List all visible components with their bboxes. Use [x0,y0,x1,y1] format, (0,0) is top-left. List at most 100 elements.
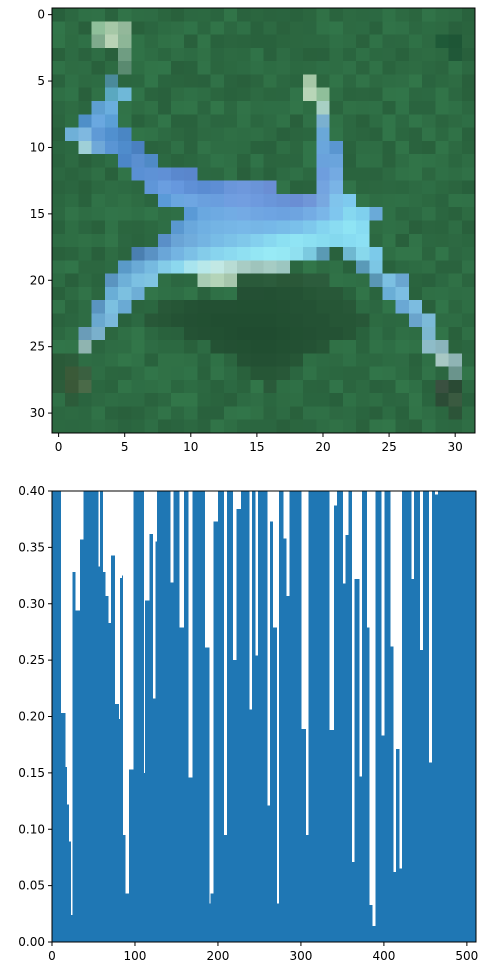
image-pixel [408,286,423,301]
bar [185,491,187,942]
bar [317,491,319,942]
image-pixel [157,393,172,407]
image-pixel [316,406,330,421]
bar [60,713,62,942]
image-pixel [342,21,357,35]
image-pixel [237,8,251,22]
image-pixel [118,21,132,35]
image-pixel [408,140,423,155]
image-pixel [197,47,212,62]
image-pixel [52,8,66,22]
x-tick-label: 100 [124,949,147,963]
image-pixel [448,167,463,182]
image-pixel [131,114,145,128]
image-pixel [78,34,93,49]
image-pixel [448,379,463,394]
image-pixel [184,154,198,168]
image-pixel [276,34,291,49]
bar [169,491,171,942]
bar [468,491,470,942]
bar [145,600,147,942]
image-pixel [356,247,370,261]
bar [135,491,137,942]
image-pixel [52,180,66,195]
bar [125,893,127,942]
image-pixel [395,353,410,367]
image-pixel [263,379,278,394]
image-pixel [461,127,476,142]
image-pixel [170,47,185,62]
bar [472,491,474,942]
image-pixel [184,34,198,49]
image-pixel [78,207,93,221]
bar [264,491,266,942]
image-pixel [65,419,79,434]
image-pixel [342,180,357,195]
bar [373,926,375,942]
image-pixel [250,406,264,421]
image-pixel [237,180,251,195]
bar [137,491,139,942]
image-pixel [210,207,225,221]
image-pixel [210,87,225,102]
bar [327,491,329,942]
bar [78,610,80,942]
bar [275,627,277,942]
image-pixel [435,393,449,407]
image-pixel [329,273,344,288]
image-pixel [303,406,317,421]
bar [450,491,452,942]
image-pixel [356,220,370,235]
image-pixel [461,180,476,195]
image-pixel [263,260,278,275]
bar [268,805,270,942]
image-pixel [104,100,119,115]
image-pixel [52,154,66,168]
image-pixel [250,140,264,155]
image-pixel [184,140,198,155]
bar [469,491,471,942]
image-pixel [91,260,106,275]
image-pixel [408,167,423,182]
image-pixel [369,207,383,221]
image-pixel [276,180,291,195]
bar [123,834,125,942]
image-pixel [329,353,344,367]
image-pixel [237,326,251,341]
image-pixel [329,419,344,434]
bar [371,904,373,942]
bar [453,491,455,942]
image-pixel [91,353,106,367]
bar [131,769,133,942]
bar [250,709,252,942]
image-pixel [197,87,212,102]
image-pixel [356,114,370,128]
bar [144,772,146,943]
bar [125,893,127,942]
image-pixel [223,379,238,394]
image-pixel [78,406,93,421]
image-pixel [118,273,132,288]
bar [311,491,313,942]
bar [106,595,108,942]
bar [217,491,219,942]
image-pixel [118,247,132,261]
image-pixel [170,21,185,35]
image-pixel [104,326,119,341]
image-pixel [144,100,159,115]
image-pixel [448,114,463,128]
bar [67,804,69,942]
image-pixel [65,366,79,381]
image-pixel [118,127,132,142]
bar [355,578,357,942]
image-pixel [356,127,370,142]
image-pixel [65,154,79,168]
image-pixel [276,8,291,22]
image-pixel [78,247,93,261]
image-pixel [448,180,463,195]
image-pixel [250,180,264,195]
bar [111,555,113,942]
bar [146,600,148,942]
bar [85,491,87,942]
image-pixel [197,180,212,195]
